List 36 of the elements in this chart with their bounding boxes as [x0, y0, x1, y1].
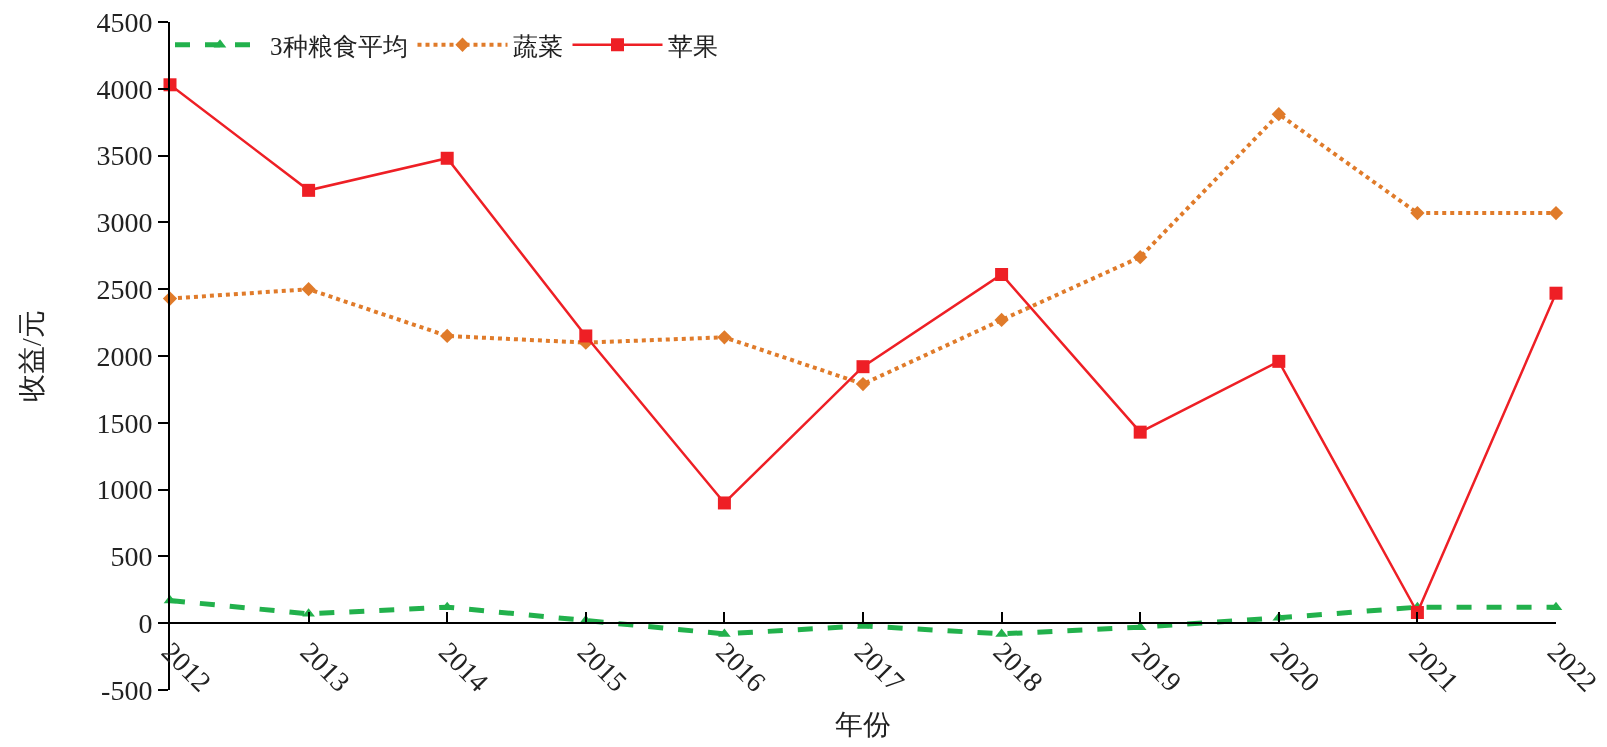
- y-tick-label: 0: [138, 608, 153, 639]
- x-axis-title: 年份: [835, 709, 891, 741]
- point: [579, 329, 593, 343]
- legend-label: 苹果: [667, 32, 718, 60]
- point: [856, 360, 870, 374]
- x-tick-label: 2017: [848, 636, 911, 698]
- legend-label: 3种粮食平均: [270, 32, 408, 60]
- y-tick-label: 2500: [96, 274, 153, 305]
- y-tick-label: 4000: [96, 73, 153, 105]
- point: [1548, 205, 1564, 221]
- y-tick-label: 4500: [96, 6, 153, 38]
- y-axis-title: 收益/元: [15, 310, 47, 402]
- point: [301, 282, 316, 297]
- point: [1549, 286, 1563, 300]
- point: [995, 268, 1009, 281]
- point: [994, 312, 1009, 328]
- y-tick-label: 3000: [96, 207, 153, 239]
- point: [855, 376, 871, 392]
- y-tick-label: 2000: [96, 340, 153, 372]
- point: [1410, 606, 1424, 620]
- point: [1271, 107, 1286, 122]
- y-tick-label: -500: [101, 674, 153, 706]
- point: [717, 496, 731, 510]
- point: [1272, 354, 1286, 368]
- point: [717, 330, 732, 345]
- y-tick-label: 1000: [96, 474, 153, 506]
- y-tick-label: 1500: [96, 407, 153, 439]
- point: [440, 151, 454, 165]
- point: [440, 328, 455, 344]
- y-tick-label: 3500: [96, 140, 153, 172]
- y-tick-label: 500: [110, 541, 153, 573]
- point: [302, 183, 316, 197]
- legend-label: 蔬菜: [512, 32, 563, 60]
- point: [1133, 249, 1148, 265]
- point: [1410, 205, 1425, 221]
- point: [1133, 425, 1147, 439]
